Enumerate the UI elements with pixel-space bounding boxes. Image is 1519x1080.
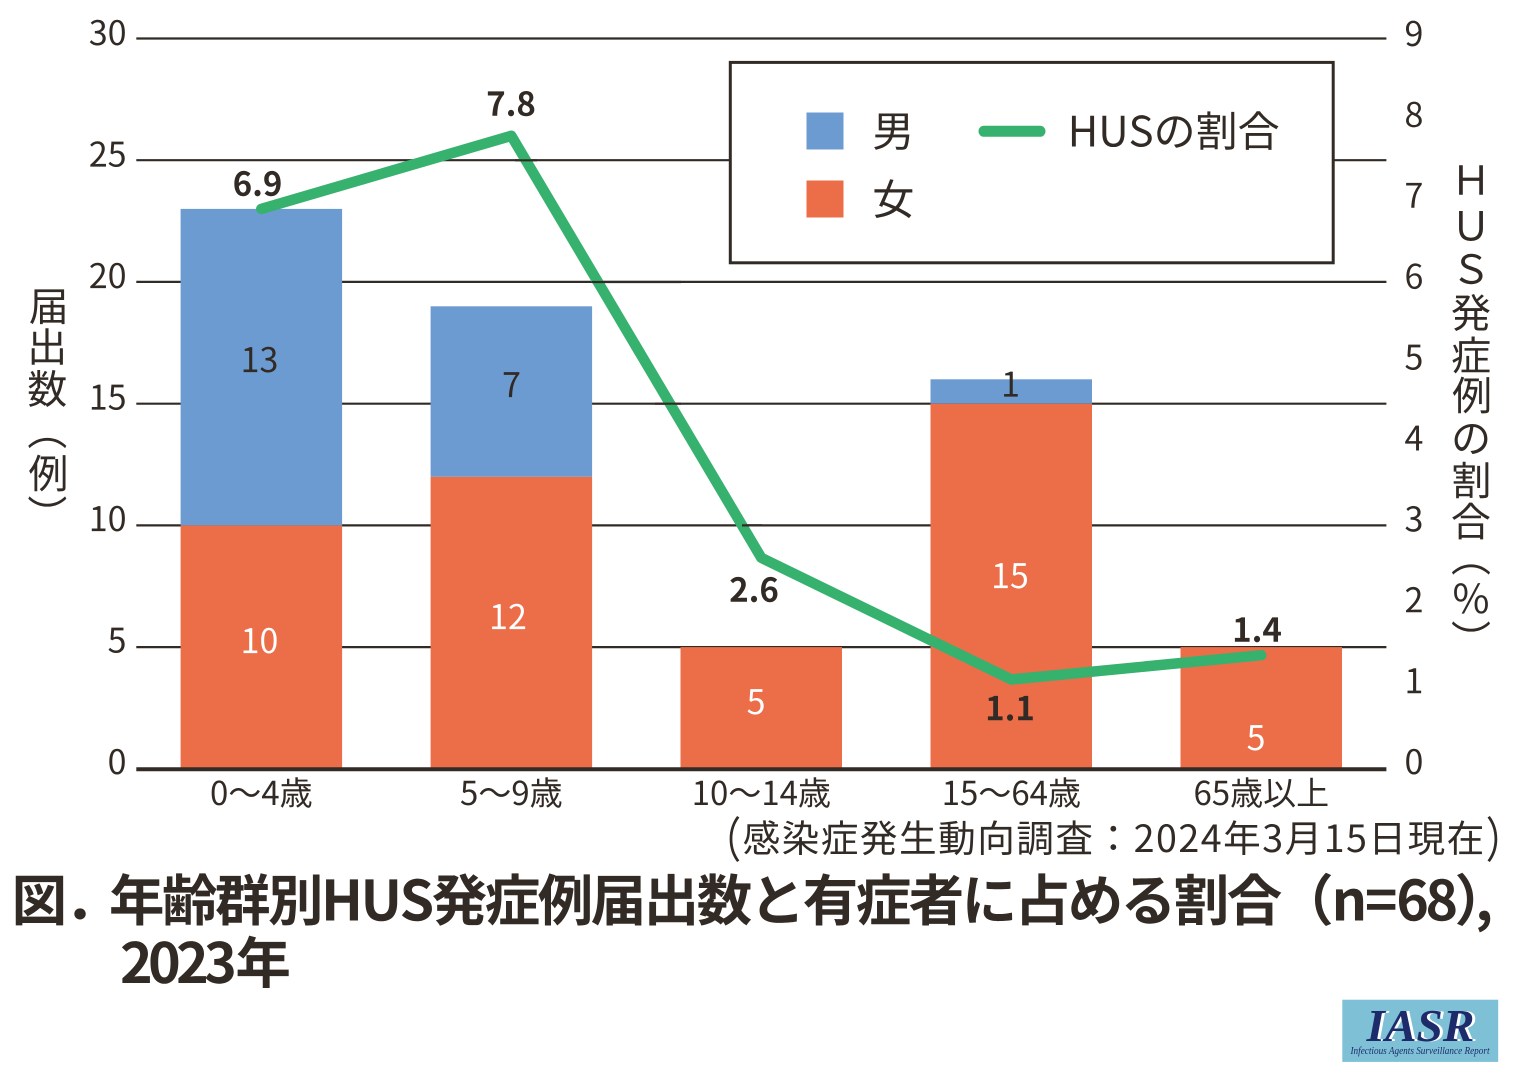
svg-text:IASR: IASR	[1368, 1000, 1477, 1051]
svg-text:IASR: IASR	[1365, 1000, 1474, 1051]
svg-text:Infectious Agents Surveillance: Infectious Agents Surveillance Report	[1350, 1046, 1491, 1057]
